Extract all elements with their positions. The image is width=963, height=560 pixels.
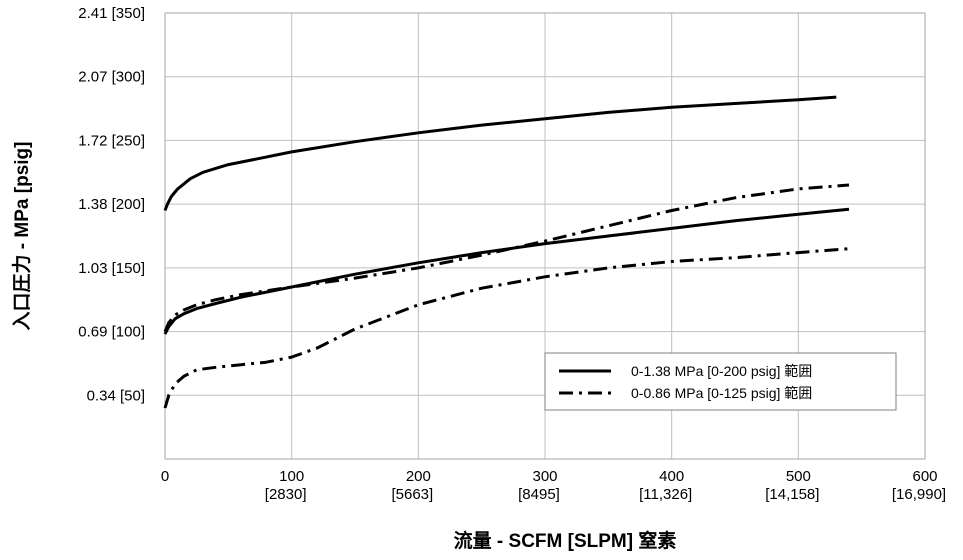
legend-box xyxy=(544,352,897,411)
y-tick-label: 1.72 [250] xyxy=(78,132,145,149)
y-tick-label: 0.69 [100] xyxy=(78,324,145,341)
x-tick-label: 500 xyxy=(786,468,811,485)
y-axis-ticks: 0.34 [50] 0.69 [100] 1.03 [150] 1.38 [200] 1… xyxy=(78,5,145,404)
legend: 0-1.38 MPa [0-200 psig] 範囲 0-0.86 MPa [0-… xyxy=(544,352,897,411)
series-layer xyxy=(163,95,850,409)
y-tick-label: 2.07 [300] xyxy=(78,69,145,86)
x-tick-sublabel: [16,990] xyxy=(892,486,946,503)
x-tick-sublabel: [8495] xyxy=(518,486,560,503)
x-tick-label: 0 xyxy=(161,468,169,485)
y-tick-label: 0.34 [50] xyxy=(87,387,145,404)
x-tick-label: 200 xyxy=(406,468,431,485)
series-line-4 xyxy=(163,247,850,409)
x-tick-sublabel: [11,326] xyxy=(639,486,692,503)
plot-frame xyxy=(164,12,926,460)
series-line-1 xyxy=(163,95,837,212)
x-tick-label: 600 xyxy=(912,468,937,485)
y-tick-label: 2.41 [350] xyxy=(78,5,145,22)
x-tick-sublabel: [2830] xyxy=(265,486,307,503)
y-tick-label: 1.38 [200] xyxy=(78,196,145,213)
x-tick-sublabel: [14,158] xyxy=(765,486,819,503)
x-tick-sublabel: [5663] xyxy=(391,486,433,503)
series-line-2 xyxy=(163,207,850,335)
legend-label: 0-1.38 MPa [0-200 psig] 範囲 xyxy=(631,363,812,379)
y-axis-title: 入口圧力 - MPa [psig] xyxy=(10,142,33,331)
x-tick-label: 300 xyxy=(532,468,557,485)
x-axis-title: 流量 - SCFM [SLPM] 窒素 xyxy=(454,529,677,552)
y-tick-label: 1.03 [150] xyxy=(78,260,145,277)
legend-label: 0-0.86 MPa [0-125 psig] 範囲 xyxy=(631,385,812,401)
x-tick-label: 100 xyxy=(279,468,304,485)
x-tick-label: 400 xyxy=(659,468,684,485)
x-axis-ticks: 0 100[2830] 200[5663] 300[8495] 400[11,326] 5… xyxy=(161,468,946,503)
series-line-3 xyxy=(163,183,850,333)
